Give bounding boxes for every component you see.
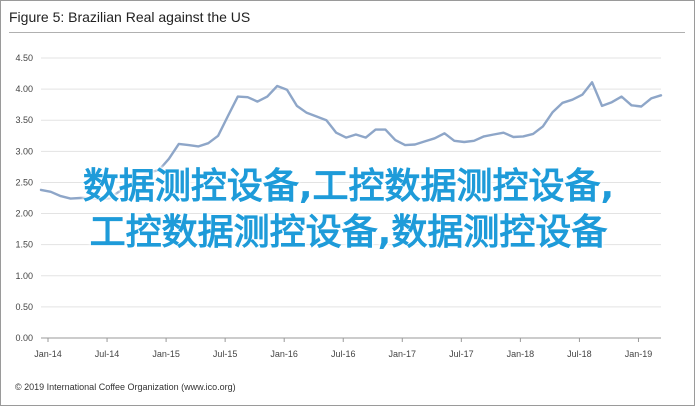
x-tick-label: Jan-18 <box>507 349 535 359</box>
x-tick-label: Jan-14 <box>34 349 62 359</box>
x-tick-label: Jul-16 <box>331 349 356 359</box>
watermark-text-line-1: 数据测控设备,工控数据测控设备, <box>82 166 615 207</box>
x-tick-label: Jan-17 <box>389 349 417 359</box>
y-tick-label: 0.00 <box>15 333 33 343</box>
chart-title: Figure 5: Brazilian Real against the US <box>9 9 251 25</box>
x-tick-label: Jan-19 <box>625 349 653 359</box>
y-tick-label: 1.00 <box>15 271 33 281</box>
y-tick-label: 4.50 <box>15 53 33 63</box>
y-tick-label: 4.00 <box>15 84 33 94</box>
x-tick-label: Jan-15 <box>152 349 180 359</box>
y-tick-label: 2.00 <box>15 209 33 219</box>
y-tick-label: 0.50 <box>15 302 33 312</box>
x-tick-label: Jul-14 <box>95 349 120 359</box>
series-line <box>39 81 663 201</box>
x-tick-label: Jul-15 <box>213 349 238 359</box>
title-divider <box>9 32 685 33</box>
y-tick-label: 1.50 <box>15 240 33 250</box>
y-tick-label: 3.50 <box>15 115 33 125</box>
y-tick-label: 2.50 <box>15 177 33 187</box>
y-tick-label: 3.00 <box>15 146 33 156</box>
watermark-text-line-2: 工控数据测控设备,数据测控设备 <box>89 212 608 253</box>
x-tick-label: Jul-18 <box>567 349 592 359</box>
x-tick-label: Jan-16 <box>270 349 298 359</box>
copyright-note: © 2019 International Coffee Organization… <box>15 382 236 392</box>
x-tick-label: Jul-17 <box>449 349 474 359</box>
